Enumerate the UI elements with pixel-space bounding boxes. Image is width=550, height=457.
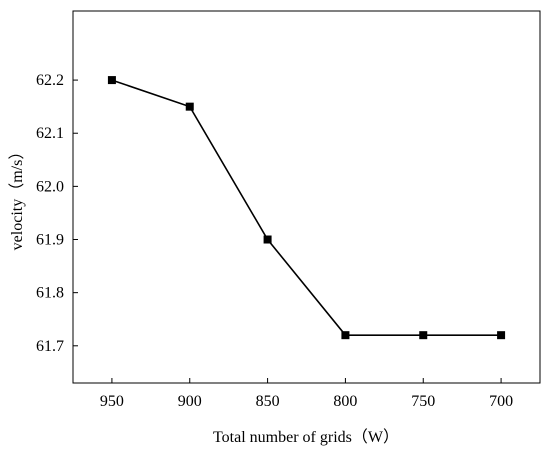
data-point-marker	[263, 235, 272, 244]
x-tick-label: 850	[256, 393, 280, 410]
x-tick-label: 750	[411, 393, 435, 410]
x-tick-label: 800	[333, 393, 357, 410]
data-point-marker	[107, 76, 116, 85]
y-tick-label: 61.9	[36, 232, 64, 249]
y-tick-label: 62.2	[36, 72, 64, 89]
x-axis-title: Total number of grids（W）	[213, 428, 399, 446]
y-axis-title: velocity（m/s）	[8, 144, 26, 251]
plot-frame	[72, 10, 541, 384]
data-point-marker	[497, 331, 506, 340]
series-line	[111, 79, 502, 336]
y-tick-label: 62.0	[36, 178, 64, 195]
x-tick-label: 700	[489, 393, 513, 410]
series-layer	[107, 76, 506, 340]
y-tick-label: 61.7	[36, 338, 64, 355]
x-tick-label: 950	[100, 393, 124, 410]
data-point-marker	[341, 331, 350, 340]
y-tick-label: 61.8	[36, 285, 64, 302]
x-tick-label: 900	[178, 393, 202, 410]
data-point-marker	[185, 102, 194, 111]
y-tick-label: 62.1	[36, 125, 64, 142]
x-axis: 950 900 850 800 750 700	[100, 378, 513, 410]
y-axis: 61.7 61.8 61.9 62.0 62.1 62.2	[36, 72, 78, 355]
data-point-marker	[419, 331, 428, 340]
